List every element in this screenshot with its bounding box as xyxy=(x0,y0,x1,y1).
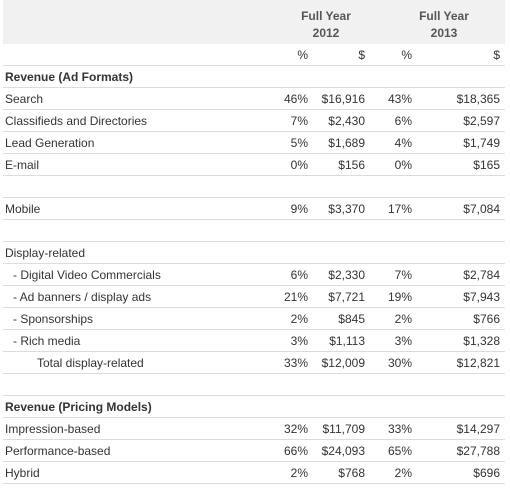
table-row xyxy=(3,132,505,154)
section-heading: Revenue (Ad Formats) xyxy=(5,70,134,84)
row-label: Mobile xyxy=(5,202,41,216)
value-cell: 65% xyxy=(387,444,412,458)
column-group-title: 2013 xyxy=(430,26,458,40)
value-cell: $768 xyxy=(338,466,365,480)
value-cell: $696 xyxy=(473,466,500,480)
row-label: Performance-based xyxy=(5,444,111,458)
value-cell: $11,709 xyxy=(322,422,366,436)
table-row xyxy=(3,308,505,330)
value-cell: $1,328 xyxy=(463,334,500,348)
table-row xyxy=(3,440,505,462)
table-row xyxy=(3,88,505,110)
row-label: - Ad banners / display ads xyxy=(13,290,152,304)
unit-label: $ xyxy=(358,48,365,62)
spacer-row xyxy=(3,374,505,396)
value-cell: $766 xyxy=(473,312,500,326)
value-cell: 30% xyxy=(387,356,412,370)
row-label: Total display-related xyxy=(37,356,144,370)
value-cell: $7,943 xyxy=(463,290,500,304)
header-band xyxy=(3,0,505,44)
value-cell: 0% xyxy=(394,158,412,172)
table-row xyxy=(3,242,505,264)
row-label: Lead Generation xyxy=(5,136,95,150)
row-label: E-mail xyxy=(5,158,40,172)
value-cell: 7% xyxy=(290,114,308,128)
value-cell: 0% xyxy=(290,158,308,172)
table-row xyxy=(3,110,505,132)
value-cell: 21% xyxy=(283,290,308,304)
value-cell: $7,721 xyxy=(328,290,365,304)
value-cell: 46% xyxy=(283,92,308,106)
value-cell: $24,093 xyxy=(321,444,365,458)
header-rule xyxy=(3,44,505,66)
value-cell: 4% xyxy=(394,136,412,150)
table-row xyxy=(3,154,505,176)
table-row xyxy=(3,66,505,88)
value-cell: 19% xyxy=(387,290,412,304)
value-cell: 3% xyxy=(394,334,412,348)
row-label: - Rich media xyxy=(13,334,81,348)
row-label: Display-related xyxy=(5,246,86,260)
value-cell: $18,365 xyxy=(456,92,500,106)
row-label: Search xyxy=(5,92,44,106)
row-label: Impression-based xyxy=(5,422,101,436)
row-label: - Sponsorships xyxy=(13,312,94,326)
value-cell: $1,113 xyxy=(329,334,365,348)
table-row xyxy=(3,418,505,440)
table-row xyxy=(3,264,505,286)
table-row xyxy=(3,286,505,308)
value-cell: 33% xyxy=(387,422,412,436)
row-label: Classifieds and Directories xyxy=(5,114,148,128)
value-cell: $2,330 xyxy=(328,268,365,282)
value-cell: $12,009 xyxy=(321,356,365,370)
column-group-title: Full Year xyxy=(301,9,351,23)
value-cell: $1,749 xyxy=(463,136,500,150)
value-cell: $156 xyxy=(338,158,365,172)
unit-label: % xyxy=(297,48,308,62)
value-cell: 7% xyxy=(394,268,412,282)
spacer-row xyxy=(3,220,505,242)
spacer-row xyxy=(3,176,505,198)
table-row xyxy=(3,396,505,418)
column-group-title: 2012 xyxy=(312,26,340,40)
value-cell: 6% xyxy=(290,268,308,282)
value-cell: $27,788 xyxy=(456,444,500,458)
value-cell: 2% xyxy=(290,466,308,480)
value-cell: 33% xyxy=(283,356,308,370)
row-label: - Digital Video Commercials xyxy=(13,268,161,282)
value-cell: $16,916 xyxy=(321,92,365,106)
value-cell: 9% xyxy=(290,202,308,216)
value-cell: 5% xyxy=(290,136,308,150)
value-cell: $7,084 xyxy=(463,202,500,216)
value-cell: $14,297 xyxy=(456,422,500,436)
value-cell: 2% xyxy=(290,312,308,326)
value-cell: $3,370 xyxy=(328,202,365,216)
value-cell: $1,689 xyxy=(328,136,365,150)
section-heading: Revenue (Pricing Models) xyxy=(5,400,152,414)
column-group-title: Full Year xyxy=(419,9,469,23)
value-cell: 17% xyxy=(387,202,412,216)
value-cell: 43% xyxy=(387,92,412,106)
unit-label: % xyxy=(401,48,412,62)
value-cell: $2,597 xyxy=(463,114,500,128)
table-row xyxy=(3,198,505,220)
value-cell: 2% xyxy=(394,312,412,326)
value-cell: 32% xyxy=(283,422,308,436)
value-cell: 2% xyxy=(394,466,412,480)
table-row xyxy=(3,462,505,484)
value-cell: $2,430 xyxy=(328,114,365,128)
value-cell: 6% xyxy=(394,114,412,128)
value-cell: $845 xyxy=(338,312,365,326)
value-cell: $165 xyxy=(473,158,500,172)
value-cell: 66% xyxy=(283,444,308,458)
value-cell: $12,821 xyxy=(456,356,500,370)
table-row xyxy=(3,330,505,352)
table-row xyxy=(3,352,505,374)
row-label: Hybrid xyxy=(5,466,40,480)
value-cell: $2,784 xyxy=(463,268,500,282)
value-cell: 3% xyxy=(290,334,308,348)
unit-label: $ xyxy=(493,48,500,62)
